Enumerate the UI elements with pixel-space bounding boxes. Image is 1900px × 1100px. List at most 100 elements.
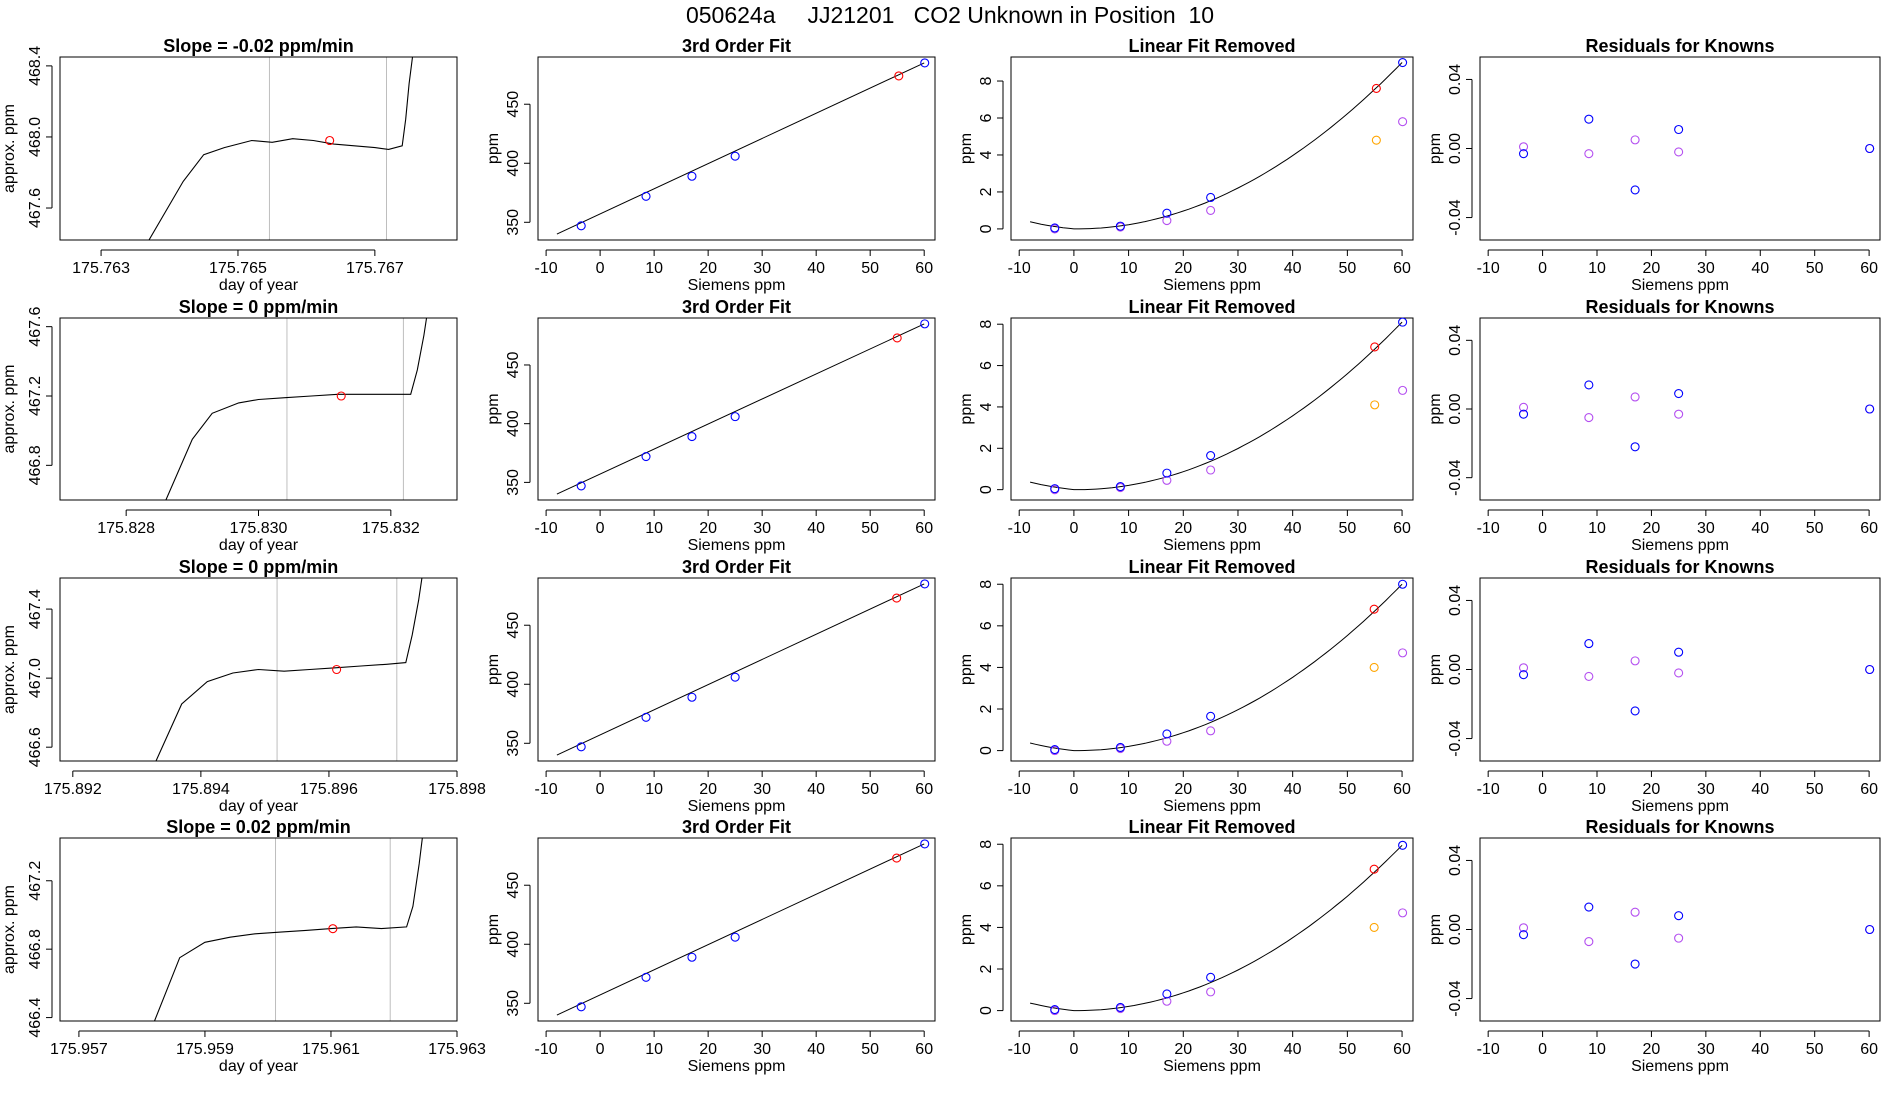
figure-title: 050624a JJ21201 CO2 Unknown in Position … — [685, 2, 1215, 28]
x-tick-label: 175.959 — [176, 1041, 234, 1058]
known-point — [641, 712, 651, 722]
unknown-point — [336, 391, 346, 401]
fit-curve — [556, 62, 925, 235]
panel-title: Residuals for Knowns — [1585, 817, 1774, 837]
y-axis-label: ppm — [958, 133, 975, 164]
x-tick-label: 175.763 — [72, 260, 130, 277]
known-point — [1630, 706, 1640, 716]
y-tick-label: 0 — [978, 485, 995, 494]
panel-title: Slope = -0.02 ppm/min — [163, 36, 354, 56]
x-tick-label: 175.894 — [172, 781, 230, 798]
known-point — [1518, 149, 1529, 159]
y-axis-label: ppm — [958, 914, 975, 945]
secondary-point — [1206, 987, 1216, 997]
y-tick-label: 467.4 — [27, 589, 44, 629]
y-tick-label: 400 — [505, 671, 522, 698]
known-point — [1206, 711, 1216, 721]
x-tick-label: 60 — [915, 781, 933, 798]
plot-area — [556, 323, 925, 495]
x-tick-label: 40 — [1751, 1041, 1769, 1058]
y-axis-label: ppm — [1427, 654, 1444, 685]
secondary-point — [1674, 409, 1684, 419]
y-tick-label: 0 — [978, 746, 995, 755]
unknown-point — [1369, 604, 1379, 614]
known-point — [1050, 223, 1060, 233]
x-tick-label: 60 — [1393, 781, 1411, 798]
secondary-point — [1518, 663, 1529, 673]
unknown-point — [325, 135, 335, 146]
series-trace — [155, 578, 423, 761]
panel-title: 3rd Order Fit — [682, 557, 791, 577]
plot-frame — [59, 56, 458, 241]
panel-title: 3rd Order Fit — [682, 297, 791, 317]
x-tick-label: 60 — [915, 1041, 933, 1058]
y-tick-label: 4 — [978, 923, 995, 932]
panel-title: Linear Fit Removed — [1128, 817, 1295, 837]
x-axis-label: day of year — [219, 537, 299, 554]
x-axis-label: day of year — [219, 277, 299, 294]
x-tick-label: 175.961 — [302, 1041, 360, 1058]
known-point — [1115, 221, 1125, 231]
x-tick-label: 50 — [1338, 520, 1356, 537]
panel-title: Residuals for Knowns — [1585, 297, 1774, 317]
fit-curve — [556, 843, 925, 1016]
known-point — [920, 319, 930, 329]
x-tick-label: 20 — [699, 260, 717, 277]
secondary-point — [1206, 465, 1216, 475]
x-tick-label: 10 — [1120, 1041, 1138, 1058]
y-tick-label: -0.04 — [1447, 459, 1464, 496]
x-tick-label: 20 — [1643, 520, 1661, 537]
known-point — [1630, 959, 1640, 969]
y-tick-label: 0 — [978, 1006, 995, 1015]
x-tick-label: 0 — [1069, 1041, 1078, 1058]
secondary-point — [1518, 142, 1529, 152]
known-point — [1162, 729, 1172, 739]
x-tick-label: 30 — [753, 520, 771, 537]
x-tick-label: 0 — [596, 781, 605, 798]
y-tick-label: 467.6 — [27, 307, 44, 347]
panel-residuals-row-4: -10 0 10 20 30 40 50 60 Siemens ppm -0.04 0.00 0.04… — [1427, 817, 1881, 1075]
plot-area — [1029, 321, 1403, 491]
panel-time-series-row-4: 175.957 175.959 175.961 175.963 day of year 4… — [1, 817, 486, 1075]
y-tick-label: 6 — [978, 361, 995, 370]
plot-area — [153, 838, 423, 1021]
known-point — [641, 972, 651, 982]
plot-area — [1029, 62, 1403, 230]
x-tick-label: 175.830 — [230, 520, 288, 537]
y-tick-label: 8 — [978, 320, 995, 329]
secondary-point — [1630, 907, 1640, 917]
plot-frame — [537, 317, 936, 501]
known-point — [920, 579, 930, 589]
x-tick-label: 50 — [861, 781, 879, 798]
y-axis-label: approx. ppm — [1, 365, 18, 454]
y-tick-label: 350 — [505, 469, 522, 496]
known-point — [1398, 579, 1408, 589]
x-tick-label: 20 — [699, 1041, 717, 1058]
known-point — [1518, 930, 1529, 940]
x-axis-label: Siemens ppm — [688, 798, 786, 815]
x-tick-label: 175.957 — [50, 1041, 108, 1058]
x-axis-label: Siemens ppm — [688, 537, 786, 554]
plot-area — [556, 843, 925, 1016]
x-tick-label: -10 — [1477, 781, 1500, 798]
panel-linear-fit-removed-row-2: -10 0 10 20 30 40 50 60 Siemens ppm 0 2 4 6 8 ppm Linea… — [958, 297, 1414, 554]
known-point — [1518, 670, 1529, 680]
x-tick-label: 50 — [1806, 1041, 1824, 1058]
unknown-point — [892, 333, 902, 343]
panel-title: Linear Fit Removed — [1128, 557, 1295, 577]
x-tick-label: 20 — [699, 781, 717, 798]
x-tick-label: 30 — [1697, 260, 1715, 277]
plot-area — [148, 57, 414, 240]
y-tick-label: 2 — [978, 704, 995, 713]
x-tick-label: 40 — [1751, 781, 1769, 798]
y-tick-label: 466.8 — [27, 445, 44, 485]
x-tick-label: 30 — [1229, 781, 1247, 798]
y-tick-label: 450 — [505, 352, 522, 379]
secondary-point — [1674, 668, 1684, 678]
x-tick-label: 175.765 — [209, 260, 267, 277]
y-tick-label: 466.4 — [27, 997, 44, 1037]
x-tick-label: 30 — [1697, 1041, 1715, 1058]
